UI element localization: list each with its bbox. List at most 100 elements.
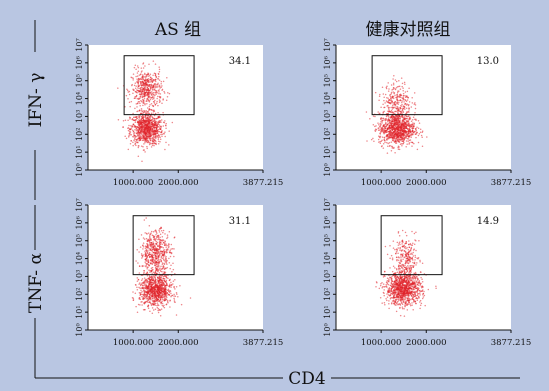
scatter-point [157,143,160,145]
scatter-point [144,141,146,144]
scatter-point [136,102,139,104]
scatter-point [132,112,134,115]
scatter-point [153,101,155,103]
x-tick-label: 2000.000 [406,178,447,188]
scatter-point [149,123,151,126]
scatter-point [140,135,142,138]
scatter-point [407,104,410,107]
scatter-point [418,122,421,124]
scatter-point [134,141,136,143]
scatter-point [148,99,150,102]
column-title-as: AS 组 [154,20,201,40]
scatter-point [393,112,395,114]
scatter-point [155,248,158,250]
scatter-point [143,295,146,297]
scatter-point [144,290,147,293]
scatter-point [149,253,151,256]
scatter-point [145,283,147,285]
scatter-point [390,278,393,280]
scatter-point [151,312,154,314]
scatter-point [389,136,392,139]
scatter-point [407,277,410,279]
scatter-point [159,138,162,140]
scatter-point [134,124,136,127]
scatter-point [416,281,418,284]
scatter-point [140,112,142,115]
scatter-point [411,304,413,306]
scatter-point [401,103,403,106]
scatter-point [160,80,163,83]
scatter-point [386,96,388,99]
scatter-point [169,283,171,285]
scatter-point [400,99,402,102]
scatter-point [143,238,146,240]
scatter-point [154,129,156,132]
scatter-point [377,138,380,141]
scatter-point [412,116,415,119]
scatter-point [154,267,157,269]
scatter-point [133,131,136,134]
scatter-point [164,257,167,259]
scatter-point [130,134,133,136]
scatter-point [136,78,138,80]
scatter-point [394,130,397,132]
scatter-point [151,307,154,309]
scatter-point [395,142,398,144]
scatter-point [152,88,154,91]
scatter-point [400,77,403,79]
scatter-point [160,291,163,293]
scatter-point [421,278,423,281]
scatter-point [150,125,152,128]
scatter-point [393,141,396,143]
scatter-point [385,86,388,89]
scatter-point [170,281,172,284]
scatter-point [152,309,155,311]
scatter-point [158,279,160,282]
scatter-point [158,262,160,265]
scatter-point [146,252,149,254]
scatter-point [157,111,159,114]
scatter-point [417,134,420,137]
scatter-point [134,283,137,286]
scatter-point [383,96,385,98]
scatter-point [136,132,138,134]
scatter-point [164,280,166,283]
scatter-point [154,252,157,254]
scatter-point [152,271,155,274]
scatter-point [154,80,157,83]
scatter-point [138,118,140,120]
scatter-point [391,106,393,109]
scatter-point [155,240,158,243]
scatter-point [141,70,143,72]
scatter-point [158,231,161,233]
scatter-point [385,122,387,124]
scatter-point [144,86,146,89]
scatter-point [135,95,138,97]
scatter-point [391,136,393,139]
scatter-point [409,304,412,307]
scatter-point [168,257,170,260]
scatter-point [414,112,416,114]
scatter-point [166,96,169,98]
scatter-point [138,74,141,76]
scatter-point [126,88,128,90]
scatter-point [393,130,395,133]
scatter-point [158,255,160,257]
scatter-point [410,136,412,139]
scatter-point [141,139,144,142]
row-label-tnf-text: TNF- α [26,253,46,313]
scatter-point [140,253,143,255]
scatter-point [148,235,151,237]
scatter-point [140,291,142,294]
scatter-point [407,132,410,134]
scatter-point [161,300,163,303]
scatter-point [140,84,143,87]
scatter-point [142,246,145,248]
scatter-point [134,82,137,84]
scatter-point [141,255,144,257]
scatter-point [142,99,145,102]
scatter-point [151,300,154,302]
scatter-point [128,101,131,103]
scatter-point [150,137,152,139]
